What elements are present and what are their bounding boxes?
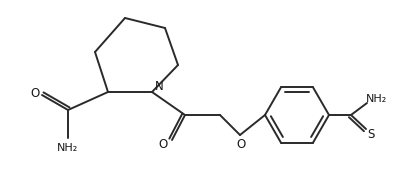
Text: N: N — [154, 79, 164, 93]
Text: O: O — [158, 139, 168, 151]
Text: O: O — [30, 86, 40, 100]
Text: O: O — [236, 137, 246, 151]
Text: NH₂: NH₂ — [57, 143, 79, 153]
Text: S: S — [367, 127, 375, 141]
Text: NH₂: NH₂ — [366, 94, 388, 104]
